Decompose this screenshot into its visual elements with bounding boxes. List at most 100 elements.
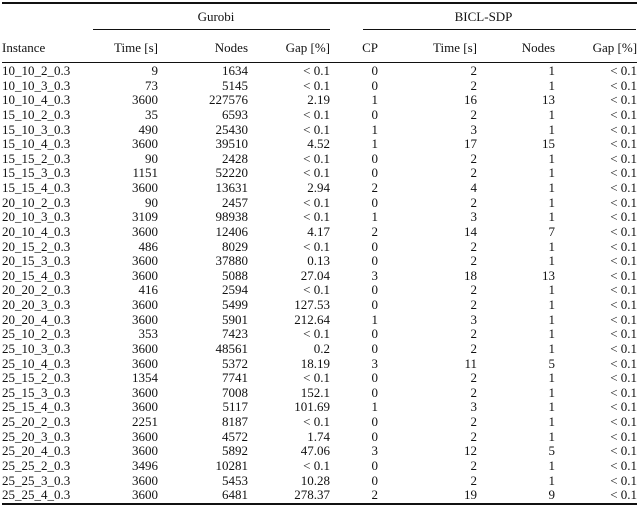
cell-gurobi-time: 2251 [132, 415, 158, 429]
cell-instance: 15_10_4_0.3 [2, 137, 71, 152]
cell-gurobi-gap: < 0.1 [303, 458, 330, 473]
cell-gurobi-nodes: 5453 [222, 473, 248, 488]
cell-gurobi-gap: < 0.1 [303, 63, 330, 78]
col-header-gurobi-gap: Gap [%] [248, 30, 330, 63]
cell-cp: 2 [371, 488, 379, 503]
cell-gurobi-gap: < 0.1 [303, 166, 330, 181]
cell-bicl-time: 3 [470, 400, 478, 415]
table-row: 15_10_2_0.3 35 6593 < 0.1 0 2 1 < 0.1 [2, 108, 637, 123]
cell-bicl-gap: < 0.1 [610, 298, 638, 312]
cell-instance: 25_15_3_0.3 [2, 385, 71, 400]
table-row: 15_15_3_0.3 1151 52220 < 0.1 0 2 1 < 0.1 [2, 166, 637, 181]
cell-gurobi-nodes: 7741 [222, 371, 248, 386]
cell-cp: 0 [371, 298, 379, 312]
cell-bicl-nodes: 5 [548, 356, 556, 371]
cell-gurobi-gap: 127.53 [294, 298, 330, 312]
cell-gurobi-nodes: 7423 [222, 327, 248, 342]
cell-gurobi-nodes: 5892 [222, 444, 248, 459]
table-row: 25_25_4_0.3 3600 6481 278.37 2 19 9 < 0.1 [2, 488, 637, 504]
cell-gurobi-gap: 152.1 [300, 385, 330, 400]
cell-instance: 25_15_2_0.3 [2, 371, 71, 386]
cell-gurobi-nodes: 13631 [215, 181, 249, 195]
cell-gurobi-gap: 2.94 [307, 181, 330, 195]
cell-instance: 20_15_4_0.3 [2, 268, 71, 283]
cell-bicl-time: 2 [470, 371, 478, 386]
cell-gurobi-time: 3600 [132, 268, 158, 283]
cell-bicl-time: 18 [464, 268, 477, 283]
cell-bicl-nodes: 1 [548, 122, 556, 137]
cell-bicl-gap: < 0.1 [610, 400, 638, 415]
col-header-gurobi-nodes: Nodes [158, 30, 248, 63]
cell-bicl-nodes: 1 [548, 400, 556, 415]
cell-gurobi-nodes: 5088 [222, 268, 248, 283]
table-row: 10_10_2_0.3 9 1634 < 0.1 0 2 1 < 0.1 [2, 63, 637, 79]
cell-cp: 0 [371, 151, 379, 166]
cell-bicl-gap: < 0.1 [610, 312, 638, 327]
cell-gurobi-time: 3600 [132, 488, 158, 503]
cell-gurobi-gap: 4.52 [307, 137, 330, 152]
table-row: 20_15_4_0.3 3600 5088 27.04 3 18 13 < 0.1 [2, 269, 637, 284]
cell-cp: 0 [371, 371, 379, 386]
cell-bicl-nodes: 1 [548, 166, 556, 181]
cell-bicl-gap: < 0.1 [610, 341, 638, 356]
table-row: 15_15_4_0.3 3600 13631 2.94 2 4 1 < 0.1 [2, 181, 637, 196]
cell-cp: 3 [371, 268, 379, 283]
group-header-spacer [2, 3, 102, 30]
cell-cp: 0 [371, 458, 379, 473]
cell-gurobi-time: 3600 [132, 93, 158, 108]
cell-instance: 25_20_4_0.3 [2, 444, 71, 459]
table-row: 25_25_2_0.3 3496 10281 < 0.1 0 2 1 < 0.1 [2, 459, 637, 474]
cell-instance: 15_15_4_0.3 [2, 181, 71, 195]
cell-cp: 3 [371, 444, 379, 459]
cell-cp: 0 [371, 107, 379, 122]
cell-gurobi-time: 353 [138, 327, 159, 342]
cell-bicl-time: 3 [470, 312, 478, 327]
cell-gurobi-nodes: 5372 [222, 356, 248, 371]
cell-gurobi-gap: < 0.1 [303, 78, 330, 93]
group-header-bicl-sdp: BICL-SDP [330, 3, 637, 30]
cell-bicl-time: 2 [470, 298, 478, 312]
cell-gurobi-time: 3600 [132, 254, 158, 269]
cell-gurobi-gap: 278.37 [294, 488, 330, 503]
col-header-gurobi-time: Time [s] [102, 30, 158, 63]
cell-gurobi-nodes: 6481 [222, 488, 248, 503]
cell-bicl-gap: < 0.1 [610, 122, 638, 137]
cell-bicl-time: 2 [470, 78, 478, 93]
cell-bicl-gap: < 0.1 [610, 385, 638, 400]
cell-cp: 0 [371, 63, 379, 78]
cell-bicl-gap: < 0.1 [610, 78, 638, 93]
cell-gurobi-gap: 10.28 [300, 473, 330, 488]
cell-bicl-nodes: 13 [542, 268, 555, 283]
cell-bicl-time: 2 [470, 283, 478, 298]
cell-cp: 3 [371, 356, 379, 371]
cell-gurobi-nodes: 8029 [222, 239, 248, 254]
cell-gurobi-gap: 2.19 [307, 93, 330, 108]
cell-bicl-gap: < 0.1 [610, 63, 638, 78]
cell-gurobi-nodes: 6593 [222, 107, 248, 122]
cell-instance: 25_15_4_0.3 [2, 400, 71, 415]
cmidrule-gurobi [93, 29, 330, 30]
cell-bicl-nodes: 1 [548, 63, 556, 78]
cell-bicl-nodes: 1 [548, 151, 556, 166]
table-row: 25_15_4_0.3 3600 5117 101.69 1 3 1 < 0.1 [2, 400, 637, 415]
cell-gurobi-time: 3600 [132, 473, 158, 488]
cell-bicl-time: 11 [464, 356, 477, 371]
cell-gurobi-nodes: 52220 [215, 166, 249, 181]
cell-bicl-nodes: 1 [548, 415, 556, 429]
cell-gurobi-nodes: 2428 [222, 151, 248, 166]
cell-bicl-gap: < 0.1 [610, 210, 638, 225]
cell-instance: 15_10_3_0.3 [2, 122, 71, 137]
cell-instance: 25_20_3_0.3 [2, 429, 71, 444]
cell-gurobi-time: 9 [151, 63, 159, 78]
table-row: 20_20_3_0.3 3600 5499 127.53 0 2 1 < 0.1 [2, 298, 637, 313]
cell-bicl-gap: < 0.1 [610, 415, 638, 429]
cell-bicl-gap: < 0.1 [610, 166, 638, 181]
cell-gurobi-nodes: 48561 [215, 341, 249, 356]
table-row: 25_20_2_0.3 2251 8187 < 0.1 0 2 1 < 0.1 [2, 415, 637, 430]
cell-instance: 20_20_2_0.3 [2, 283, 71, 298]
table-body: 10_10_2_0.3 9 1634 < 0.1 0 2 1 < 0.1 10_10_3_0.3… [2, 63, 637, 504]
cell-bicl-nodes: 1 [548, 341, 556, 356]
cell-bicl-gap: < 0.1 [610, 473, 638, 488]
cell-bicl-nodes: 1 [548, 312, 556, 327]
